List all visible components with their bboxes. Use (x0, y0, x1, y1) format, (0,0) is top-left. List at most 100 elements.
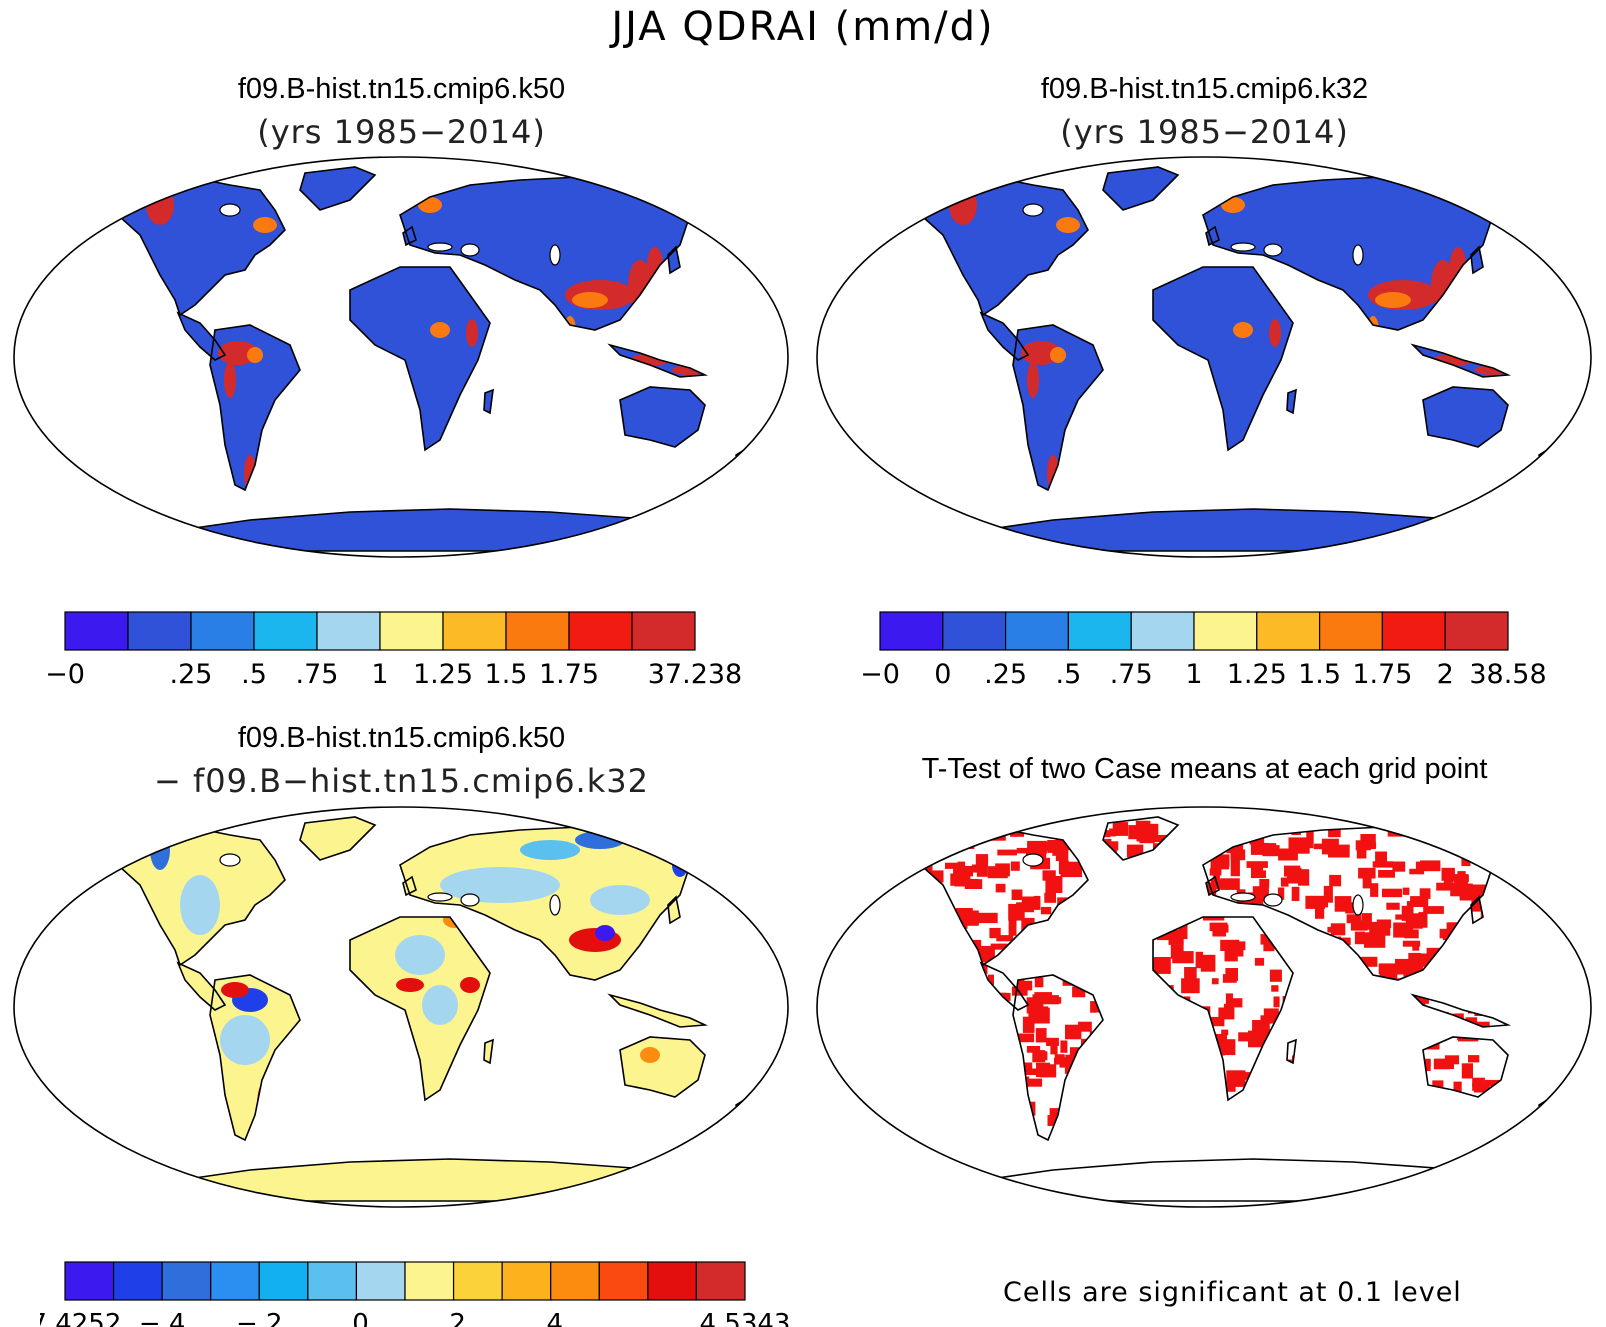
significant-cell (908, 942, 922, 960)
map-panel-bottom-left (13, 806, 789, 1208)
significant-cell (918, 988, 936, 997)
field-blob (1221, 197, 1245, 213)
significant-cell (1246, 861, 1268, 868)
significant-cell (898, 1035, 907, 1049)
significant-cell (1046, 997, 1062, 1004)
significant-cell (1304, 1022, 1315, 1028)
colorbar-swatch (452, 1261, 503, 1301)
significant-cell (918, 1043, 928, 1060)
colorbar-tick-label: .0 (344, 1309, 369, 1327)
significant-cell (1331, 1037, 1351, 1044)
significant-cell (1054, 1054, 1065, 1063)
significant-cell (1172, 1002, 1195, 1013)
significant-cell (1260, 934, 1280, 945)
land-antarctica (150, 509, 690, 551)
significant-cell (1498, 994, 1520, 1002)
significant-cell (1472, 1082, 1490, 1091)
significant-cell (1164, 839, 1176, 853)
significant-cell (1060, 1040, 1068, 1053)
significant-cell (1145, 983, 1165, 1000)
significant-cell (987, 866, 1008, 879)
significant-cell (1298, 936, 1313, 947)
significant-cell (1358, 1008, 1375, 1024)
significant-cell (1314, 1036, 1336, 1044)
significant-cell (926, 1092, 936, 1107)
significant-cell (1503, 861, 1513, 878)
significant-cell (944, 972, 955, 988)
field-blob (221, 982, 249, 998)
significant-cell (922, 879, 939, 891)
significant-cell (944, 1051, 956, 1067)
significant-cell (1517, 917, 1537, 929)
inland-lake (1022, 853, 1044, 867)
significant-cell (902, 1105, 913, 1120)
significant-cell (1382, 983, 1395, 992)
significant-cell (1233, 946, 1244, 957)
significant-cell (1244, 898, 1258, 906)
field-blob (418, 197, 442, 213)
significant-cell (1174, 1047, 1196, 1065)
significant-cell (1018, 1068, 1039, 1075)
colorbar-top-left: −0 .25 .5 .75 1 1.25 1.5 1.75 37.238 (45, 611, 742, 684)
significant-cell (1429, 1011, 1449, 1026)
field-blob (430, 322, 450, 338)
coastline-greenland (1102, 166, 1180, 211)
significant-cell (1064, 929, 1076, 942)
significant-cell (1329, 874, 1342, 887)
field-blob (440, 867, 560, 903)
significant-cell (1013, 1033, 1035, 1043)
significant-cell (1163, 1050, 1186, 1064)
significant-cell (1502, 1004, 1515, 1016)
significant-cell (1280, 877, 1289, 887)
significant-cell (1209, 868, 1222, 876)
coastline-antarctica (951, 508, 1495, 552)
significant-cell (1478, 1100, 1490, 1114)
colorbar-swatch (568, 611, 633, 651)
significant-cell (1369, 1087, 1380, 1102)
significant-cell (1011, 986, 1028, 996)
significant-cell (1099, 866, 1118, 883)
significant-cell (916, 935, 938, 952)
significant-cell (1144, 1095, 1157, 1111)
inland-lake (1352, 894, 1364, 916)
land-antarctica (150, 1159, 690, 1201)
significant-cell (1322, 1060, 1332, 1076)
field-blob (590, 885, 650, 915)
significant-cell (1154, 1069, 1173, 1077)
significant-cell (948, 1069, 967, 1077)
significant-cell (1412, 943, 1420, 951)
significant-cell (1224, 949, 1238, 962)
colorbar-tick-label: 1.75 (539, 659, 599, 684)
significant-cell (931, 936, 940, 953)
significant-cell (962, 994, 976, 1009)
significant-cell (1426, 975, 1442, 982)
significant-cell (1067, 1110, 1085, 1125)
significant-cell (1328, 1099, 1349, 1107)
panel-title-top-left: f09.B-hist.tn15.cmip6.k50 (237, 73, 566, 105)
significant-cell (1168, 929, 1184, 945)
significant-cell (1094, 974, 1110, 990)
inland-lake (219, 203, 241, 217)
significant-cell (1045, 876, 1063, 893)
significant-cell (950, 873, 959, 886)
significant-cell (1144, 1064, 1155, 1073)
significant-cell (1356, 845, 1367, 859)
colorbar-swatch (379, 611, 444, 651)
significant-cell (1263, 943, 1275, 952)
significant-cell (951, 950, 963, 967)
significant-cell (1194, 873, 1207, 885)
colorbar-tick-label: 1 (1185, 659, 1202, 684)
coastline-central-america (979, 311, 1030, 361)
significant-cell (1264, 1061, 1277, 1072)
significant-cell (898, 979, 903, 997)
significant-cell (1200, 1078, 1222, 1094)
significant-cell (926, 925, 935, 939)
significant-cell (907, 951, 919, 967)
significant-cell (1384, 1041, 1406, 1055)
colorbar-tick-label: 4.5343 (700, 1309, 791, 1327)
significant-cell (1034, 844, 1046, 854)
colorbar-tick-label: 38.58 (1469, 659, 1546, 684)
significant-cell (927, 834, 939, 844)
field-blob (1047, 455, 1059, 491)
significant-cell (1423, 1099, 1444, 1110)
